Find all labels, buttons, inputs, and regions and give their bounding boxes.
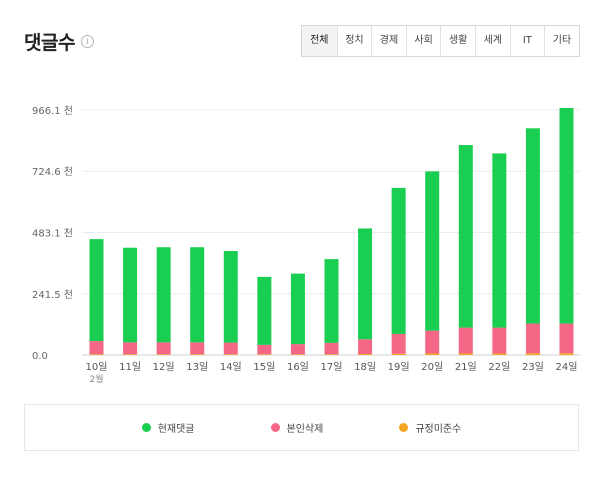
tab-it[interactable]: IT	[509, 26, 545, 56]
bar-current	[223, 251, 238, 343]
bar-self-deleted	[525, 323, 540, 354]
y-tick-label: 966.1 천	[32, 105, 73, 117]
legend-label-violation: 규정미준수	[415, 424, 462, 435]
x-tick-label: 16일	[287, 361, 309, 373]
x-tick-label: 22일	[488, 361, 510, 373]
bar-current	[123, 247, 138, 343]
tab-all[interactable]: 전체	[302, 26, 337, 56]
y-tick-label: 0.0	[32, 351, 48, 362]
bar-violation	[223, 354, 238, 355]
legend-item-current[interactable]: 현재댓글	[141, 420, 195, 435]
bar-current	[425, 171, 440, 331]
x-tick-label: 12일	[153, 361, 175, 373]
tab-politics[interactable]: 정치	[336, 26, 372, 56]
x-tick-label: 17일	[321, 361, 343, 373]
page-header: 댓글수 i	[24, 28, 94, 55]
x-tick-label: 21일	[455, 361, 477, 373]
legend-item-self-deleted[interactable]: 본인삭제	[270, 420, 324, 435]
bar-current	[257, 276, 272, 345]
legend-marker-current	[141, 423, 151, 432]
y-tick-label: 241.5 천	[32, 289, 73, 301]
bar-violation	[123, 354, 138, 355]
bar-current	[559, 107, 574, 324]
bar-violation	[324, 354, 339, 355]
bar-violation	[190, 354, 205, 355]
legend-label-self-deleted: 본인삭제	[286, 424, 324, 435]
bar-current	[89, 239, 104, 342]
bar-current	[391, 187, 406, 334]
x-tick-label: 14일	[220, 361, 242, 373]
bar-violation	[358, 353, 373, 355]
category-tabs: 전체 정치 경제 사회 생활 세계 IT 기타	[301, 25, 580, 57]
tab-etc[interactable]: 기타	[544, 26, 579, 56]
x-tick-label: 11일	[119, 361, 141, 373]
x-tick-label: 10일	[86, 361, 108, 373]
legend-label-current: 현재댓글	[157, 424, 195, 435]
bar-violation	[156, 354, 171, 355]
x-tick-label: 23일	[522, 361, 544, 373]
bar-self-deleted	[492, 327, 507, 354]
bar-self-deleted	[290, 344, 305, 355]
bar-current	[190, 247, 205, 343]
x-tick-label: 15일	[253, 361, 275, 373]
bar-current	[358, 228, 373, 340]
bar-violation	[257, 354, 272, 355]
legend-marker-violation	[399, 423, 409, 432]
bar-violation	[425, 353, 440, 355]
bar-self-deleted	[391, 333, 406, 354]
bar-self-deleted	[559, 323, 574, 354]
bar-violation	[391, 353, 406, 355]
bar-self-deleted	[156, 342, 171, 355]
bar-current	[324, 259, 339, 343]
bar-violation	[290, 354, 305, 355]
x-tick-label: 20일	[421, 361, 443, 373]
bar-self-deleted	[458, 327, 473, 354]
page-title: 댓글수	[24, 32, 75, 54]
bar-current	[290, 273, 305, 345]
x-tick-label: 18일	[354, 361, 376, 373]
tab-economy[interactable]: 경제	[371, 26, 406, 56]
bar-self-deleted	[324, 342, 339, 355]
bar-self-deleted	[223, 342, 238, 355]
bar-self-deleted	[190, 342, 205, 355]
bar-violation	[492, 353, 507, 355]
x-tick-label: 13일	[186, 361, 208, 373]
y-tick-label: 483.1 천	[32, 227, 73, 239]
tab-world[interactable]: 세계	[474, 26, 510, 56]
bar-self-deleted	[123, 342, 138, 355]
bar-violation	[525, 353, 540, 355]
y-tick-label: 724.6 천	[32, 166, 73, 178]
bar-self-deleted	[89, 341, 104, 355]
bar-violation	[559, 353, 574, 355]
x-tick-label: 24일	[556, 361, 578, 373]
x-tick-sublabel: 2월	[89, 373, 103, 385]
legend-marker-self-deleted	[270, 423, 280, 432]
bar-current	[492, 153, 507, 328]
bar-violation	[89, 354, 104, 355]
bar-current	[525, 128, 540, 324]
bar-current	[156, 247, 171, 343]
bar-self-deleted	[257, 344, 272, 355]
bar-self-deleted	[358, 339, 373, 354]
legend-item-violation[interactable]: 규정미준수	[399, 420, 461, 435]
chart-legend: 현재댓글 본인삭제 규정미준수	[24, 404, 579, 451]
x-tick-label: 19일	[388, 361, 410, 373]
bar-violation	[458, 353, 473, 355]
tab-life[interactable]: 생활	[440, 26, 475, 56]
bar-self-deleted	[425, 330, 440, 354]
tab-society[interactable]: 사회	[405, 26, 441, 56]
info-icon[interactable]: i	[80, 35, 94, 48]
bar-current	[458, 145, 473, 328]
